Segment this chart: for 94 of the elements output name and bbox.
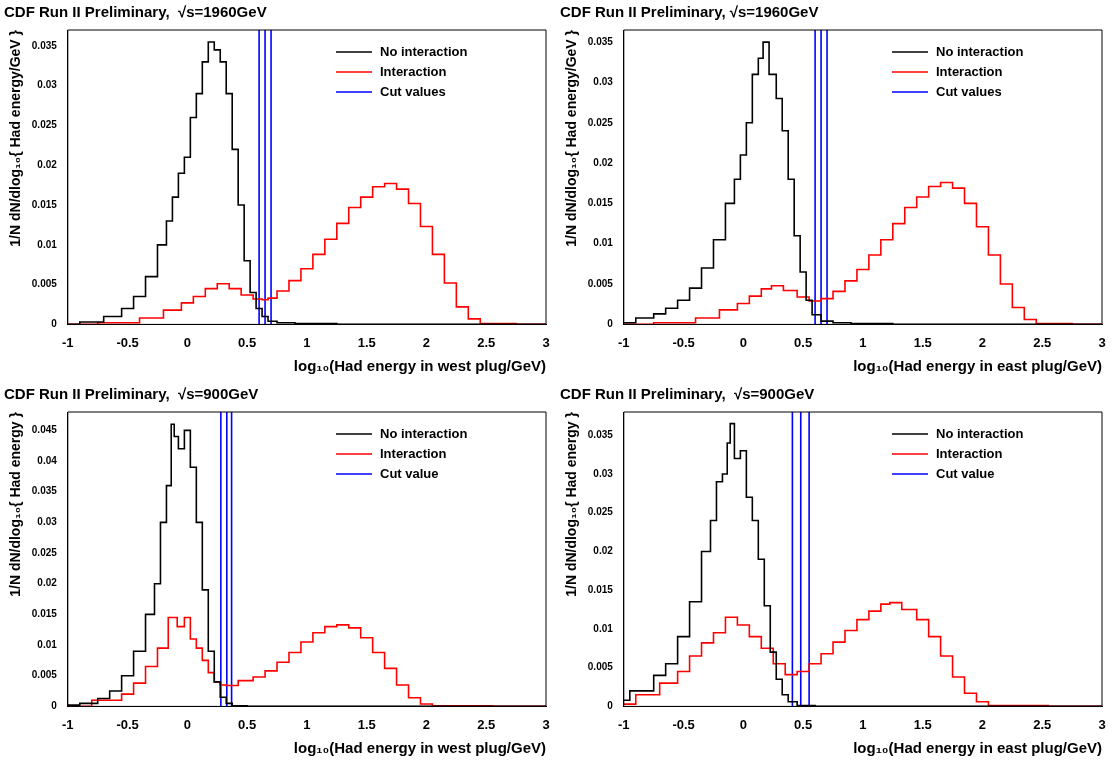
x-tick-label: 2.5: [1033, 334, 1052, 350]
y-tick-label: 0.02: [37, 577, 58, 589]
y-tick-label: 0.01: [593, 622, 614, 634]
y-tick-label: 0.015: [587, 197, 614, 209]
x-tick-label: 2: [978, 716, 987, 732]
y-tick-label: 0.005: [31, 669, 58, 681]
y-tick-label: 0.025: [587, 506, 614, 518]
x-tick-label: -0.5: [116, 716, 139, 732]
y-tick-label: 0.035: [31, 485, 58, 497]
x-tick-label: 1: [303, 716, 311, 732]
y-tick-label: 0.03: [37, 79, 58, 91]
x-tick-label: 1.5: [913, 716, 932, 732]
y-tick-label: 0.01: [37, 238, 58, 250]
y-tick-label: 0.035: [587, 428, 614, 440]
x-tick-label: 2.5: [477, 334, 496, 350]
y-tick-label: 0.005: [31, 278, 58, 290]
x-tick-label: 0: [739, 334, 747, 350]
legend-label: No interaction: [380, 425, 468, 441]
legend-label: Interaction: [380, 63, 447, 79]
legend-label: No interaction: [936, 425, 1024, 441]
chart-title: CDF Run II Preliminary, √s=1960GeV: [4, 3, 267, 21]
y-tick-label: 0: [51, 318, 58, 330]
legend-label: No interaction: [380, 43, 468, 59]
legend-label: No interaction: [936, 43, 1024, 59]
x-tick-label: 1.5: [357, 716, 376, 732]
y-tick-label: 0.03: [593, 76, 614, 88]
legend-label: Interaction: [936, 63, 1003, 79]
x-tick-label: 3: [1098, 334, 1106, 350]
y-tick-label: 0.03: [37, 516, 58, 528]
y-tick-label: 0.005: [587, 661, 614, 673]
y-tick-label: 0.02: [593, 545, 614, 557]
x-tick-label: 1: [303, 334, 311, 350]
x-tick-label: -1: [618, 334, 630, 350]
x-tick-label: 1.5: [913, 334, 932, 350]
y-tick-label: 0.01: [593, 237, 614, 249]
y-axis-title: 1/N dN/dlog₁₀{ Had energy }: [563, 411, 580, 597]
x-tick-label: 0.5: [794, 716, 813, 732]
x-tick-label: 3: [542, 334, 550, 350]
x-tick-label: 2.5: [1033, 716, 1052, 732]
chart-title: CDF Run II Preliminary, √s=1960GeV: [560, 3, 819, 21]
x-tick-label: 0.5: [238, 716, 257, 732]
chart-title: CDF Run II Preliminary, √s=900GeV: [560, 385, 815, 403]
x-tick-label: 0: [739, 716, 747, 732]
y-tick-label: 0.01: [37, 638, 58, 650]
x-tick-label: 1: [859, 334, 867, 350]
x-tick-label: 2: [422, 334, 431, 350]
x-tick-label: -1: [618, 716, 630, 732]
y-tick-label: 0.005: [587, 277, 614, 289]
y-tick-label: 0.025: [587, 116, 614, 128]
legend-label: Interaction: [380, 445, 447, 461]
legend-label: Cut values: [936, 83, 1002, 99]
x-tick-label: 3: [542, 716, 550, 732]
y-axis-title: 1/N dN/dlog₁₀{ Had energy/GeV }: [563, 29, 580, 247]
y-tick-label: 0: [607, 318, 614, 330]
y-axis-title: 1/N dN/dlog₁₀{ Had energy }: [7, 411, 24, 597]
y-axis-title: 1/N dN/dlog₁₀{ Had energy/GeV }: [7, 29, 24, 247]
y-tick-label: 0.045: [31, 424, 58, 436]
x-axis-title: log₁₀(Had energy in east plug/GeV): [853, 739, 1102, 757]
y-tick-label: 0: [51, 700, 58, 712]
x-tick-label: -0.5: [672, 334, 695, 350]
legend-label: Cut value: [936, 465, 995, 481]
x-tick-label: -1: [62, 334, 74, 350]
legend-label: Interaction: [936, 445, 1003, 461]
y-tick-label: 0.02: [37, 159, 58, 171]
x-tick-label: -1: [62, 716, 74, 732]
x-tick-label: 0.5: [238, 334, 257, 350]
x-tick-label: 0: [183, 716, 191, 732]
y-tick-label: 0.025: [31, 119, 58, 131]
x-tick-label: 2: [422, 716, 431, 732]
chart-title: CDF Run II Preliminary, √s=900GeV: [4, 385, 259, 403]
y-tick-label: 0: [607, 700, 614, 712]
y-tick-label: 0.02: [593, 156, 614, 168]
x-tick-label: 2: [978, 334, 987, 350]
x-tick-label: -0.5: [116, 334, 139, 350]
legend-label: Cut values: [380, 83, 446, 99]
x-tick-label: 3: [1098, 716, 1106, 732]
legend-label: Cut value: [380, 465, 439, 481]
x-tick-label: 0: [183, 334, 191, 350]
y-tick-label: 0.04: [37, 454, 58, 466]
y-tick-label: 0.015: [31, 198, 58, 210]
y-tick-label: 0.015: [31, 608, 58, 620]
y-tick-label: 0.015: [587, 583, 614, 595]
y-tick-label: 0.035: [587, 35, 614, 47]
y-tick-label: 0.03: [593, 467, 614, 479]
x-tick-label: 1.5: [357, 334, 376, 350]
x-tick-label: 1: [859, 716, 867, 732]
x-axis-title: log₁₀(Had energy in east plug/GeV): [853, 357, 1102, 375]
y-tick-label: 0.035: [31, 39, 58, 51]
x-axis-title: log₁₀(Had energy in west plug/GeV): [293, 739, 546, 757]
x-tick-label: 2.5: [477, 716, 496, 732]
x-axis-title: log₁₀(Had energy in west plug/GeV): [293, 357, 546, 375]
x-tick-label: -0.5: [672, 716, 695, 732]
y-tick-label: 0.025: [31, 546, 58, 558]
x-tick-label: 0.5: [794, 334, 813, 350]
